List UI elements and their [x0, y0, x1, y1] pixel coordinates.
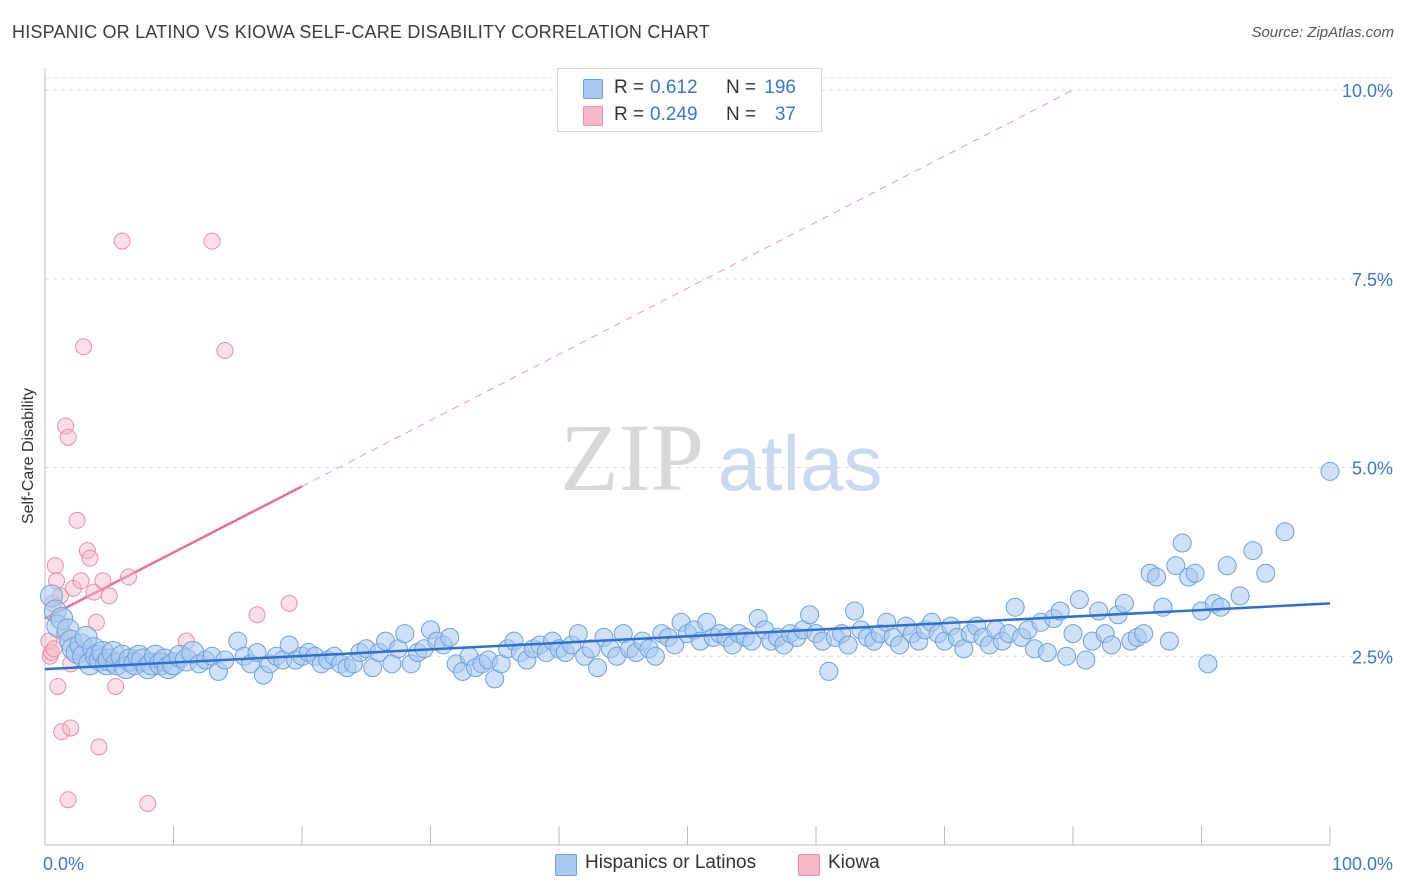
hispanic-point [1037, 643, 1057, 662]
hispanic-point [1102, 635, 1122, 655]
hispanic-point [1166, 556, 1186, 576]
legend-n-label: N = [726, 104, 757, 125]
hispanic-point [1063, 624, 1083, 644]
hispanic-point [1320, 461, 1340, 481]
hispanic-point [1230, 586, 1250, 606]
legend-r-value: 0.249 [650, 104, 698, 125]
source-label: Source: ZipAtlas.com [1251, 24, 1394, 41]
hispanic-point [1159, 631, 1179, 651]
kiowa-point [46, 557, 64, 575]
kiowa-trend-group [44, 89, 1074, 620]
x-tick-label: 100.0% [1332, 854, 1393, 874]
hispanic-point [1057, 646, 1077, 666]
kiowa-point [59, 428, 77, 446]
kiowa-point [87, 613, 105, 631]
y-tick-label: 7.5% [1352, 270, 1393, 290]
legend-n-label: N = [726, 77, 757, 98]
hispanic-point [890, 635, 910, 655]
legend-row-kiowa: R = 0.249 N = 37 [558, 100, 821, 128]
hispanic-point [440, 627, 460, 647]
hispanic-point [838, 635, 858, 655]
kiowa-point [68, 511, 86, 529]
kiowa-point [53, 723, 71, 741]
hispanic-point [645, 646, 665, 666]
kiowa-point [113, 232, 131, 250]
legend-swatch-kiowa [583, 106, 603, 126]
chart-title: HISPANIC OR LATINO VS KIOWA SELF-CARE DI… [12, 22, 710, 42]
kiowa-point [248, 606, 266, 624]
correlation-legend: R = 0.612 N = 196 R = 0.249 N = 37 [557, 68, 822, 132]
kiowa-point [100, 587, 118, 605]
series-label-kiowa: Kiowa [828, 852, 880, 873]
hispanic-point [1198, 654, 1218, 674]
legend-r-label: R = [614, 104, 645, 125]
legend-r-value: 0.612 [650, 77, 698, 98]
hispanic-point [1275, 522, 1295, 542]
hispanic-point [845, 601, 865, 621]
series-swatch-hispanic [555, 854, 577, 876]
hispanic-point [1211, 597, 1231, 617]
hispanic-point [1076, 650, 1096, 670]
kiowa-points [40, 232, 298, 812]
kiowa-point [90, 738, 108, 756]
kiowa-point [62, 719, 80, 737]
kiowa-point [75, 338, 93, 356]
hispanic-trend-line [44, 602, 1331, 671]
hispanic-point [395, 624, 415, 644]
axes [44, 68, 1331, 846]
series-label-hispanic: Hispanics or Latinos [585, 852, 757, 873]
hispanic-point [1185, 563, 1205, 583]
kiowa-point [94, 572, 112, 590]
kiowa-point [57, 417, 75, 435]
y-tick-label: 5.0% [1352, 459, 1393, 479]
kiowa-point [49, 677, 67, 695]
legend-row-hispanic: R = 0.612 N = 196 [558, 73, 821, 101]
hispanic-point [581, 639, 601, 659]
watermark-atlas: atlas [718, 419, 883, 507]
kiowa-point [216, 342, 234, 360]
hispanic-point [1243, 541, 1263, 561]
hispanic-point [1217, 556, 1237, 576]
kiowa-point [139, 794, 157, 812]
hispanic-point [588, 658, 608, 678]
kiowa-point [72, 572, 90, 590]
kiowa-point [120, 568, 138, 586]
y-tick-label: 10.0% [1342, 81, 1393, 101]
hispanic-point [1134, 624, 1154, 644]
watermark-zip: ZIP [560, 404, 704, 511]
kiowa-point [59, 791, 77, 809]
hispanic-point [1089, 601, 1109, 621]
hispanic-point [1005, 597, 1025, 617]
hispanic-point [1114, 593, 1134, 613]
hispanic-point [568, 624, 588, 644]
kiowa-point [280, 594, 298, 612]
kiowa-point [81, 549, 99, 567]
tick-labels: 2.5% 5.0% 7.5% 10.0% 0.0% 100.0% [43, 81, 1393, 874]
hispanic-point [819, 661, 839, 681]
kiowa-trend-line [44, 485, 303, 620]
series-swatch-kiowa [798, 854, 820, 876]
hispanic-point [1050, 601, 1070, 621]
hispanic-points [39, 461, 1340, 689]
watermark: ZIP atlas [560, 404, 882, 511]
hispanic-point [1069, 590, 1089, 610]
hispanic-trend-group [44, 602, 1331, 671]
legend-swatch-hispanic [583, 79, 603, 99]
x-tick-label: 0.0% [43, 854, 84, 874]
kiowa-point [107, 677, 125, 695]
legend-n-value: 37 [774, 104, 796, 125]
hispanic-point [800, 605, 820, 625]
legend-n-value: 196 [764, 77, 796, 98]
series-legend: Hispanics or Latinos Kiowa [0, 851, 1406, 877]
kiowa-point [203, 232, 221, 250]
y-tick-label: 2.5% [1352, 647, 1393, 667]
kiowa-trend-extension [301, 89, 1074, 487]
hispanic-point [1172, 533, 1192, 553]
legend-r-label: R = [614, 77, 645, 98]
hispanic-point [1256, 563, 1276, 583]
hispanic-point [1147, 567, 1167, 587]
